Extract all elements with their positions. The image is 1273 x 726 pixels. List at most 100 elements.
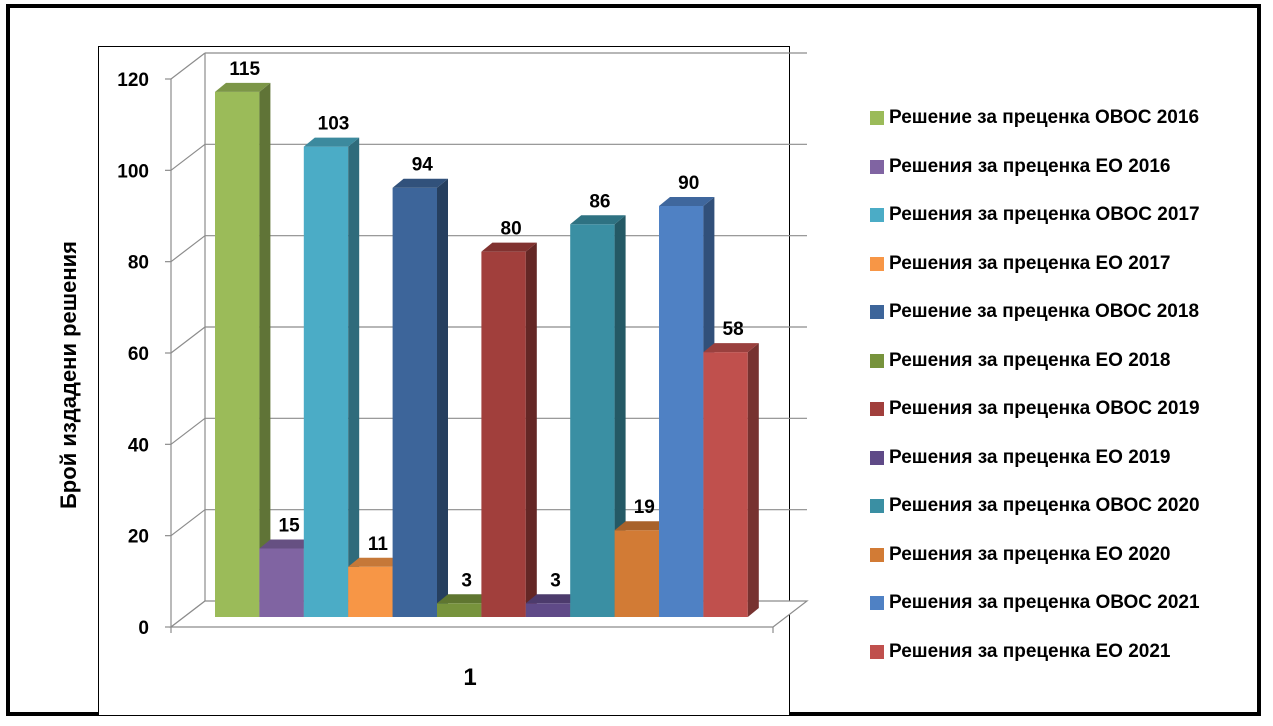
legend-swatch <box>870 596 884 611</box>
legend-swatch <box>870 499 884 514</box>
y-tick-label: 0 <box>138 618 149 639</box>
bar-front <box>614 530 659 617</box>
bar-front <box>703 352 748 617</box>
data-label: 94 <box>412 155 434 176</box>
bar-side <box>525 242 537 617</box>
bar-side <box>348 137 360 617</box>
bar-1 <box>215 82 271 618</box>
data-label: 11 <box>368 534 389 555</box>
legend-item: Решения за преценка ЕО 2021 <box>870 628 1270 677</box>
legend-item: Решения за преценка ЕО 2019 <box>870 434 1270 483</box>
gridline-side-60 <box>170 326 206 354</box>
legend-item: Решения за преценка ЕО 2020 <box>870 531 1270 580</box>
legend-item: Решение за преценка ОВОС 2016 <box>870 94 1270 143</box>
bar-front <box>392 187 437 617</box>
legend-label: Решения за преценка ОВОС 2019 <box>889 398 1200 420</box>
legend-label: Решения за преценка ЕО 2016 <box>889 155 1171 177</box>
legend-swatch <box>870 305 884 320</box>
legend-item: Решения за преценка ОВОС 2017 <box>870 191 1270 240</box>
legend-swatch <box>870 111 884 126</box>
legend-item: Решения за преценка ЕО 2018 <box>870 337 1270 386</box>
bar-side <box>747 343 759 617</box>
y-tick-label: 100 <box>117 161 149 182</box>
legend-label: Решения за преценка ЕО 2017 <box>889 252 1171 274</box>
gridline-side-100 <box>170 143 206 171</box>
bar-front <box>259 548 304 617</box>
legend-label: Решение за преценка ОВОС 2016 <box>889 107 1200 129</box>
legend-label: Решения за преценка ОВОС 2020 <box>889 495 1200 517</box>
legend-item: Решения за преценка ЕО 2017 <box>870 240 1270 289</box>
bar-top <box>481 242 537 252</box>
y-tick-label: 60 <box>128 344 149 365</box>
bar-front <box>481 251 526 617</box>
legend-swatch <box>870 450 884 465</box>
legend-swatch <box>870 644 884 659</box>
data-label: 15 <box>279 516 301 537</box>
legend-item: Решения за преценка ОВОС 2020 <box>870 482 1270 531</box>
legend-item: Решения за преценка ОВОС 2021 <box>870 579 1270 628</box>
bar-12 <box>703 343 759 617</box>
bar-front <box>570 224 615 617</box>
y-tick-label: 120 <box>117 70 149 91</box>
data-label: 86 <box>589 191 610 212</box>
legend-swatch <box>870 208 884 223</box>
bar-5 <box>392 178 448 617</box>
legend-item: Решения за преценка ОВОС 2019 <box>870 385 1270 434</box>
legend-swatch <box>870 256 884 271</box>
bar-top <box>659 197 715 206</box>
bar-top <box>570 215 626 225</box>
legend-swatch <box>870 402 884 417</box>
bar-front <box>525 603 571 617</box>
data-label: 19 <box>634 497 655 518</box>
bar-9 <box>570 215 626 617</box>
legend-label: Решения за преценка ЕО 2018 <box>889 349 1171 371</box>
bar-3 <box>303 137 360 617</box>
bar-top <box>303 137 360 147</box>
bar-top <box>703 343 759 353</box>
legend-label: Решения за преценка ЕО 2019 <box>889 446 1171 468</box>
legend: Решение за преценка ОВОС 2016 Решения за … <box>870 94 1270 676</box>
bar-top <box>437 594 493 604</box>
bar-top <box>259 539 315 549</box>
y-tick-label: 80 <box>128 253 149 274</box>
bar-7 <box>481 242 537 617</box>
legend-item: Решения за преценка ЕО 2016 <box>870 143 1270 192</box>
data-label: 80 <box>501 219 522 240</box>
legend-swatch <box>870 547 884 562</box>
legend-swatch <box>870 353 884 368</box>
legend-label: Решения за преценка ОВОС 2017 <box>889 204 1200 226</box>
gridline-side-120 <box>170 52 206 80</box>
gridline-side-80 <box>170 235 206 263</box>
bar-front <box>215 91 260 618</box>
bar-side <box>259 82 271 618</box>
legend-item: Решение за преценка ОВОС 2018 <box>870 288 1270 337</box>
bar-top <box>348 557 404 567</box>
bar-top <box>392 178 448 188</box>
bar-front <box>437 603 482 617</box>
bar-front <box>303 146 349 617</box>
legend-label: Решения за преценка ЕО 2020 <box>889 543 1171 565</box>
data-label: 103 <box>318 114 350 135</box>
bar-top <box>215 82 271 92</box>
y-axis-title: Брой издадени решения <box>56 241 81 509</box>
bar-top <box>614 521 670 531</box>
bar-top <box>525 594 582 604</box>
legend-swatch <box>870 159 884 174</box>
data-label: 115 <box>229 59 260 80</box>
legend-label: Решение за преценка ОВОС 2018 <box>889 301 1200 323</box>
y-tick-label: 40 <box>128 435 149 456</box>
x-axis-title: 1 <box>463 664 476 691</box>
data-label: 3 <box>550 570 561 591</box>
legend-label: Решения за преценка ЕО 2021 <box>889 640 1171 662</box>
data-label: 90 <box>678 173 699 194</box>
bar-front <box>348 566 393 617</box>
bar-side <box>437 178 448 617</box>
data-label: 58 <box>723 319 744 340</box>
legend-label: Решения за преценка ОВОС 2021 <box>889 592 1200 614</box>
gridline-side-20 <box>170 509 206 537</box>
bar-side <box>614 215 626 617</box>
gridline-side-40 <box>170 417 206 445</box>
bar-front <box>659 206 704 617</box>
y-tick-label: 20 <box>128 527 149 548</box>
